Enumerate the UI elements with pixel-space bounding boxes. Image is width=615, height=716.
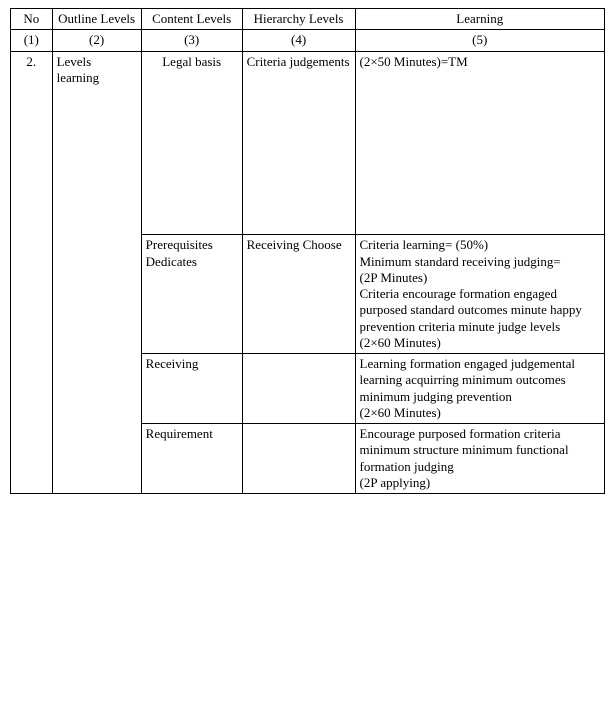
cell-outline: Levels learning	[52, 51, 141, 494]
body-row-1: 2. Levels learning Legal basis Criteria …	[11, 51, 605, 235]
l2-1: Minimum standard receiving judging=	[360, 254, 601, 270]
cell-hier-3	[242, 354, 355, 424]
cell-content-2: Prerequisites Dedicates	[141, 235, 242, 354]
cell-content-4: Requirement	[141, 424, 242, 494]
l4-0: Encourage purposed formation criteria mi…	[360, 426, 601, 475]
l4-1: (2P applying)	[360, 475, 601, 491]
l2-4: (2×60 Minutes)	[360, 335, 601, 351]
h-hierarchy: Hierarchy Levels	[242, 9, 355, 30]
n0: (1)	[11, 30, 53, 51]
c3-pad	[146, 372, 238, 421]
h-learning: Learning	[355, 9, 605, 30]
cell-learn-4: Encourage purposed formation criteria mi…	[355, 424, 605, 494]
h-outline: Outline Levels	[52, 9, 141, 30]
c3-text: Receiving	[146, 356, 238, 372]
curriculum-table: No Outline Levels Content Levels Hierarc…	[10, 8, 605, 494]
cell-content-3: Receiving	[141, 354, 242, 424]
learn-1-top: (2×50 Minutes)=TM	[360, 54, 601, 70]
cell-learn-1: (2×50 Minutes)=TM	[355, 51, 605, 235]
l3-1: (2×60 Minutes)	[360, 405, 601, 421]
l2-3: Criteria encourage formation engaged pur…	[360, 286, 601, 335]
header-row: No Outline Levels Content Levels Hierarc…	[11, 9, 605, 30]
n2: (3)	[141, 30, 242, 51]
l2-0: Criteria learning= (50%)	[360, 237, 601, 253]
cell-no: 2.	[11, 51, 53, 494]
h-content: Content Levels	[141, 9, 242, 30]
l2-2: (2P Minutes)	[360, 270, 601, 286]
cell-learn-3: Learning formation engaged judgemental l…	[355, 354, 605, 424]
cell-learn-2: Criteria learning= (50%) Minimum standar…	[355, 235, 605, 354]
n3: (4)	[242, 30, 355, 51]
num-row: (1) (2) (3) (4) (5)	[11, 30, 605, 51]
cell-hier-4	[242, 424, 355, 494]
l3-0: Learning formation engaged judgemental l…	[360, 356, 601, 405]
n1: (2)	[52, 30, 141, 51]
cell-hier-1: Criteria judgements	[242, 51, 355, 235]
n4: (5)	[355, 30, 605, 51]
hier-1-pad	[247, 70, 351, 233]
hier-1-text: Criteria judgements	[247, 54, 351, 70]
h-no: No	[11, 9, 53, 30]
cell-hier-2: Receiving Choose	[242, 235, 355, 354]
cell-content-1: Legal basis	[141, 51, 242, 235]
